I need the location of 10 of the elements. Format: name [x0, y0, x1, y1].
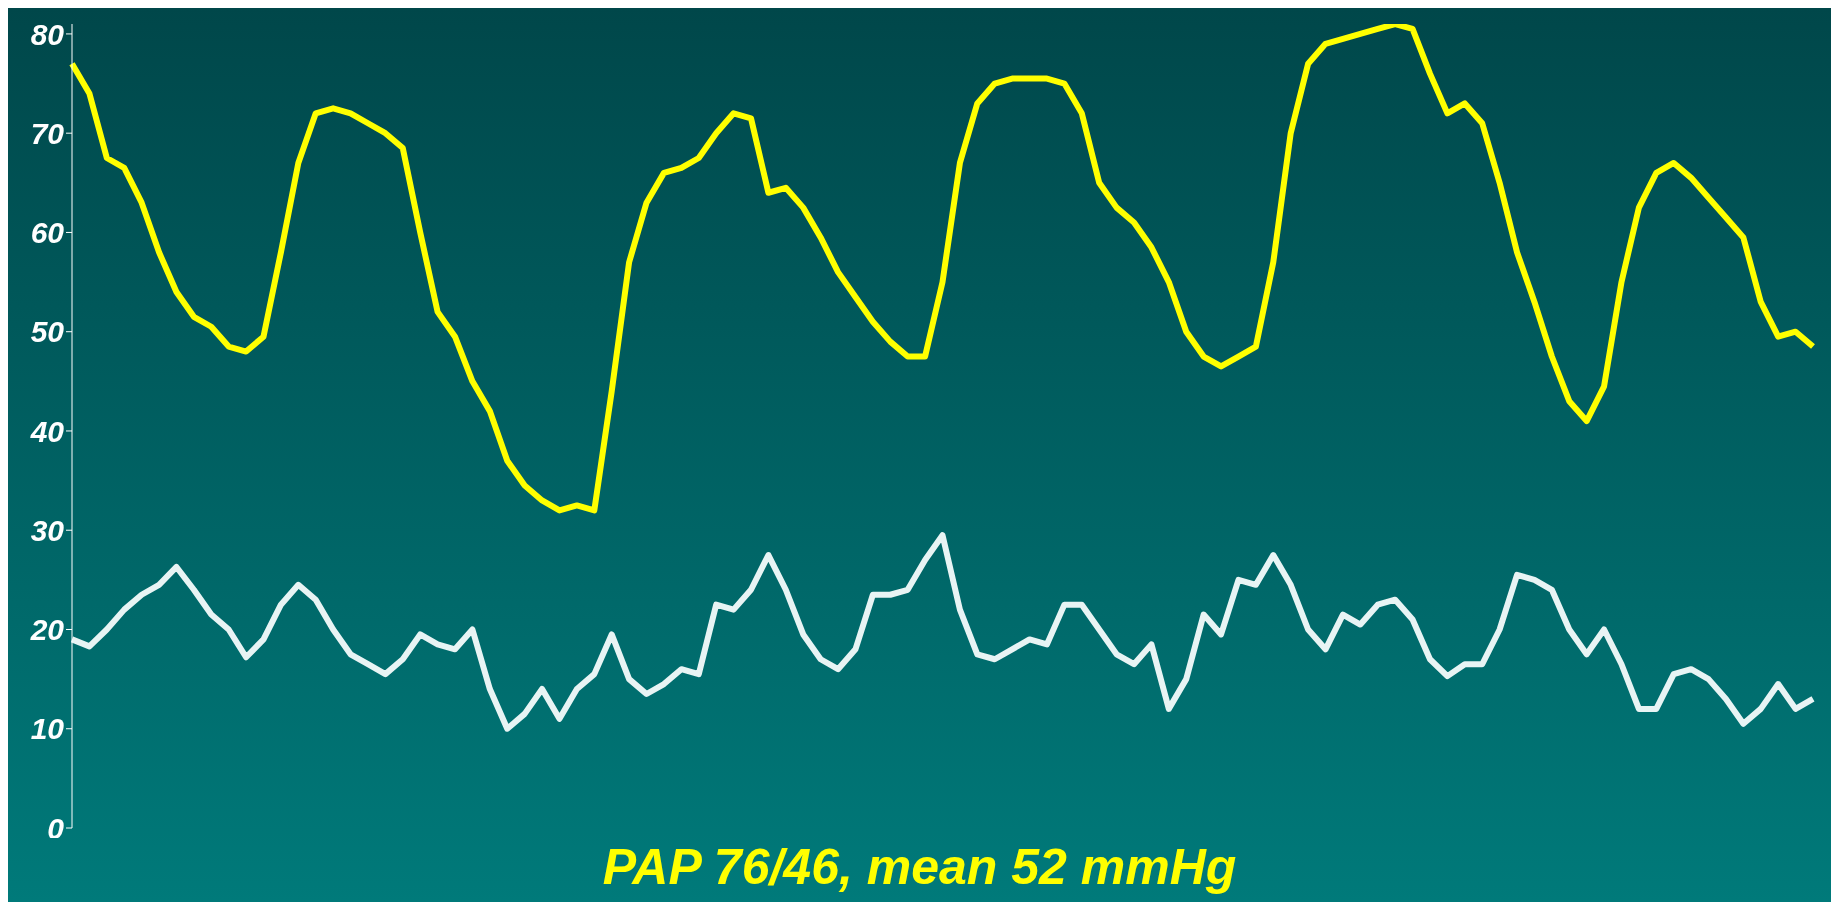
text: PAP 76/46, mean 52 mmHg: [602, 839, 1237, 895]
y-tick-label: 20: [29, 613, 65, 647]
y-tick-label: 60: [30, 216, 65, 250]
y-tick-label: 40: [29, 414, 65, 448]
y-tick-label: 30: [30, 513, 65, 547]
y-tick-label: 50: [30, 315, 65, 349]
y-tick-label: 80: [30, 17, 65, 51]
y-tick-label: 0: [47, 811, 65, 845]
y-tick-label: 10: [30, 712, 65, 746]
y-tick-label: 70: [30, 116, 65, 150]
